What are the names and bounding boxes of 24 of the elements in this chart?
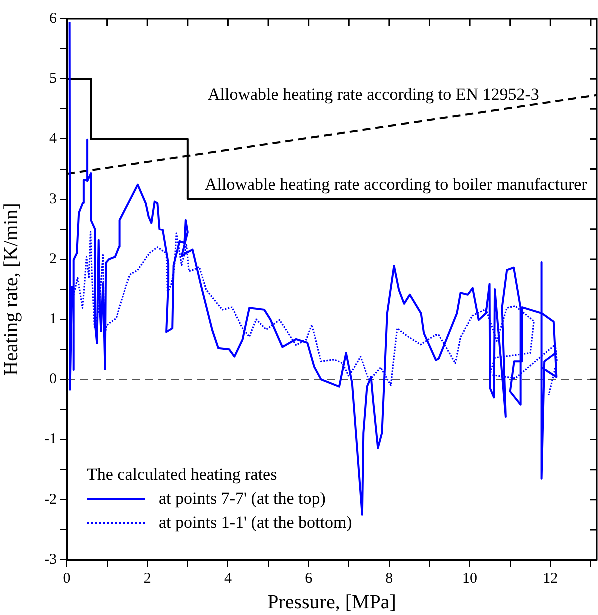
y-tick-label: -3: [44, 552, 57, 568]
y-tick-label: 5: [50, 71, 57, 88]
y-tick-label: 6: [50, 10, 58, 27]
x-tick-label: 12: [543, 570, 558, 587]
y-tick-label: 4: [50, 131, 58, 148]
x-tick-label: 2: [144, 570, 152, 587]
x-tick-label: 6: [305, 570, 314, 587]
x-tick-label: 4: [224, 570, 232, 587]
annotation: Allowable heating rate according to EN 12952-3: [208, 85, 540, 105]
legend-label: at points 7-7' (at the top): [159, 488, 326, 510]
legend-label: at points 1-1' (at the bottom): [159, 512, 352, 534]
annotation: Allowable heating rate according to boiler manufacturer: [205, 175, 588, 195]
x-axis-title: Pressure, [MPa]: [268, 591, 396, 614]
x-tick-label: 10: [462, 570, 478, 587]
y-tick-label: -1: [44, 432, 57, 448]
legend-title: The calculated heating rates: [87, 464, 278, 486]
y-tick-label: 3: [50, 191, 57, 208]
x-tick-label: 8: [386, 570, 394, 587]
y-axis-title: Heating rate, [K/min]: [0, 203, 22, 376]
y-tick-label: 1: [50, 311, 57, 328]
y-tick-label: -2: [44, 492, 57, 508]
y-tick-label: 2: [50, 251, 57, 268]
x-tick-label: 0: [63, 570, 71, 587]
y-tick-label: 0: [50, 372, 57, 388]
